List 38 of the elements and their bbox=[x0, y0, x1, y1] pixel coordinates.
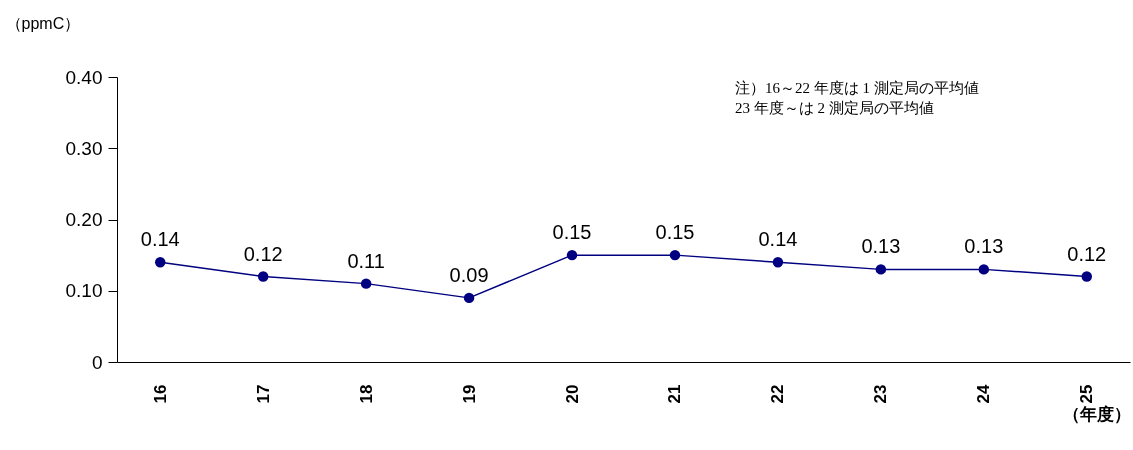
x-tick-label: 19 bbox=[459, 384, 479, 404]
x-tick-label: 22 bbox=[768, 384, 788, 404]
data-label: 0.14 bbox=[140, 228, 180, 251]
point bbox=[257, 271, 269, 282]
x-tick-label: 20 bbox=[562, 384, 582, 404]
data-label: 0.12 bbox=[243, 242, 283, 265]
data-label: 0.15 bbox=[552, 221, 592, 244]
point bbox=[463, 292, 475, 304]
point bbox=[1081, 271, 1093, 282]
x-tick-label: 16 bbox=[150, 384, 170, 404]
y-tick-label: 0 bbox=[91, 351, 103, 373]
point bbox=[566, 249, 578, 261]
point bbox=[669, 249, 681, 261]
y-tick-label: 0.20 bbox=[65, 209, 103, 230]
x-tick-label: 24 bbox=[974, 383, 994, 404]
data-label: 0.09 bbox=[449, 263, 489, 286]
data-label: 0.13 bbox=[964, 235, 1004, 258]
annotation: 注）16～22 年度は 1 測定局の平均値 23 年度～は 2 測定局の平均値 bbox=[735, 80, 979, 116]
point bbox=[772, 257, 784, 268]
y-tick-label: 0.40 bbox=[65, 66, 103, 88]
point bbox=[875, 264, 887, 275]
data-label: 0.11 bbox=[347, 249, 385, 272]
point bbox=[360, 278, 372, 289]
y-tick-label: 0.30 bbox=[65, 137, 103, 159]
data-label: 0.15 bbox=[655, 221, 695, 244]
x-tick-label: 25 bbox=[1077, 384, 1097, 404]
x-tick-label: 21 bbox=[665, 384, 685, 404]
x-axis-title: （年度） bbox=[1062, 405, 1131, 425]
x-tick-label: 23 bbox=[871, 384, 891, 404]
x-tick-label: 18 bbox=[356, 384, 376, 404]
data-label: 0.14 bbox=[758, 228, 798, 251]
point bbox=[154, 257, 166, 268]
y-tick-label: 0.10 bbox=[65, 280, 103, 302]
x-tick-label: 17 bbox=[253, 384, 273, 404]
point bbox=[978, 264, 990, 275]
data-label: 0.13 bbox=[861, 235, 901, 258]
y-axis-title: （ppmC） bbox=[5, 14, 81, 32]
data-label: 0.12 bbox=[1067, 242, 1107, 265]
